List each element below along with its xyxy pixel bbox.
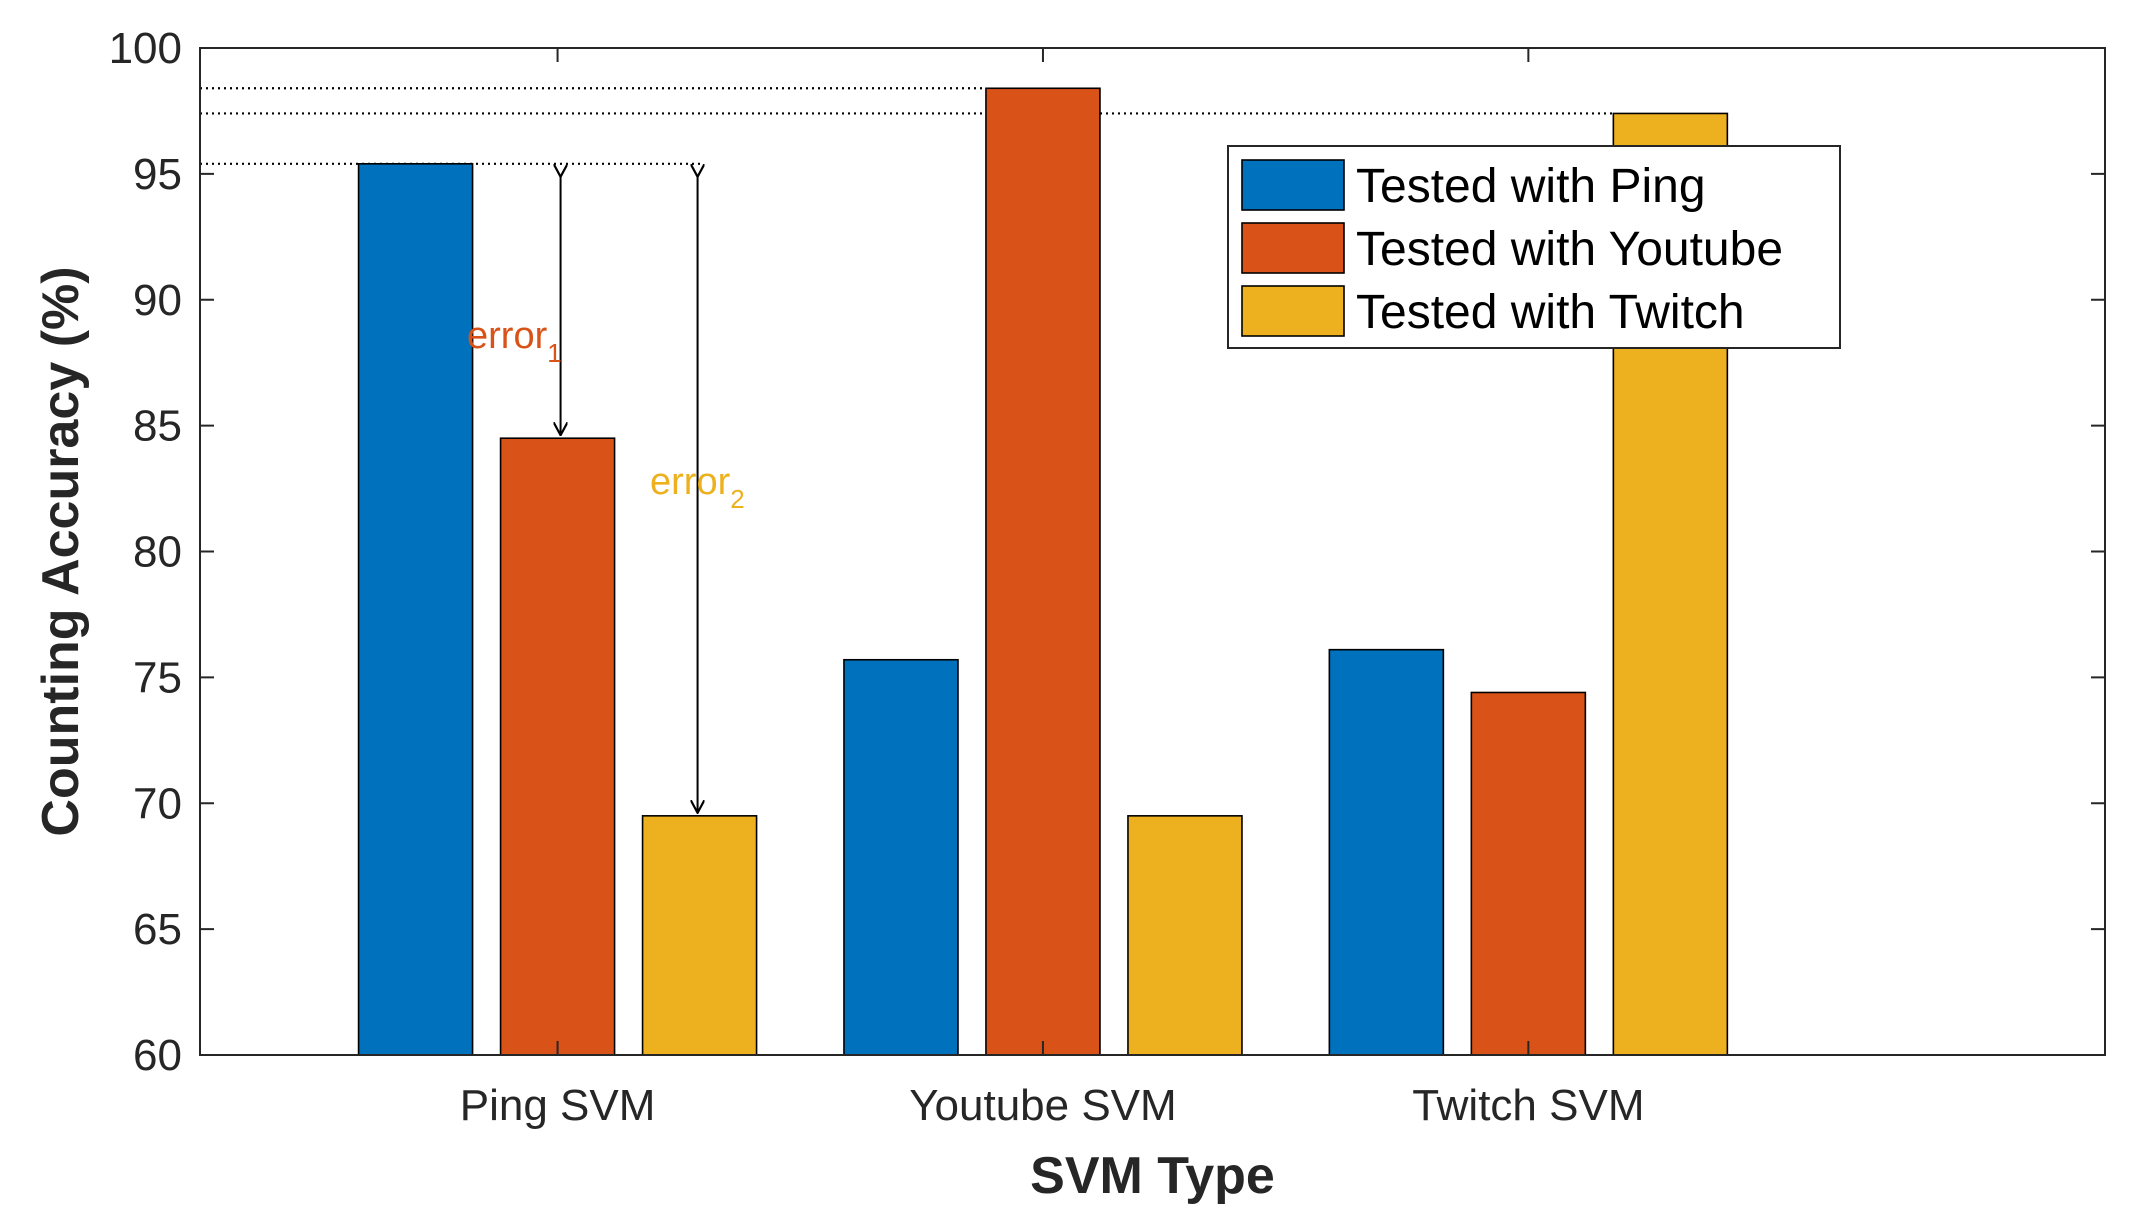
bar-ping-svm-tested-with-twitch — [641, 815, 758, 1056]
y-tick-label: 90 — [133, 276, 182, 325]
y-tick-label: 85 — [133, 402, 182, 451]
legend-entry: Tested with Youtube — [1356, 223, 1783, 276]
bar-twitch-svm-tested-with-ping — [1328, 648, 1445, 1056]
y-axis-title: Counting Accuracy (%) — [32, 266, 90, 836]
y-tick-label: 70 — [133, 779, 182, 828]
legend-swatch — [1241, 159, 1345, 211]
bar-ping-svm-tested-with-ping — [357, 163, 474, 1056]
y-tick-label: 80 — [133, 528, 182, 577]
bar-youtube-svm-tested-with-ping — [843, 658, 959, 1056]
x-tick-label: Youtube SVM — [909, 1081, 1176, 1130]
legend: Tested with Ping Tested with Youtube Teste… — [1227, 145, 1841, 349]
legend-entry: Tested with Ping — [1356, 160, 1706, 213]
x-tick-label: Ping SVM — [460, 1081, 656, 1130]
legend-entry: Tested with Twitch — [1356, 286, 1745, 339]
error-1-label: error1 — [467, 315, 562, 368]
axes: 60 65 70 75 80 85 90 95 100 Ping SVM Youtube SVM Tw… — [109, 24, 2106, 1130]
x-tick-label: Twitch SVM — [1412, 1081, 1644, 1130]
y-tick-label: 100 — [109, 24, 182, 73]
reference-lines — [200, 87, 1614, 165]
bar-youtube-svm-tested-with-youtube — [985, 87, 1101, 1056]
bar-ping-svm-tested-with-youtube — [499, 437, 616, 1056]
legend-swatch — [1241, 285, 1345, 337]
y-tick-label: 60 — [133, 1031, 182, 1080]
legend-swatch — [1241, 222, 1345, 274]
annotations: error1 error2 — [467, 176, 745, 812]
y-tick-label: 75 — [133, 653, 182, 702]
y-tick-label: 65 — [133, 905, 182, 954]
bar-youtube-svm-tested-with-twitch — [1127, 815, 1243, 1056]
bar-twitch-svm-tested-with-youtube — [1470, 691, 1587, 1056]
y-tick-label: 95 — [133, 150, 182, 199]
error-2-label: error2 — [650, 461, 745, 514]
x-axis-title: SVM Type — [1030, 1147, 1275, 1205]
